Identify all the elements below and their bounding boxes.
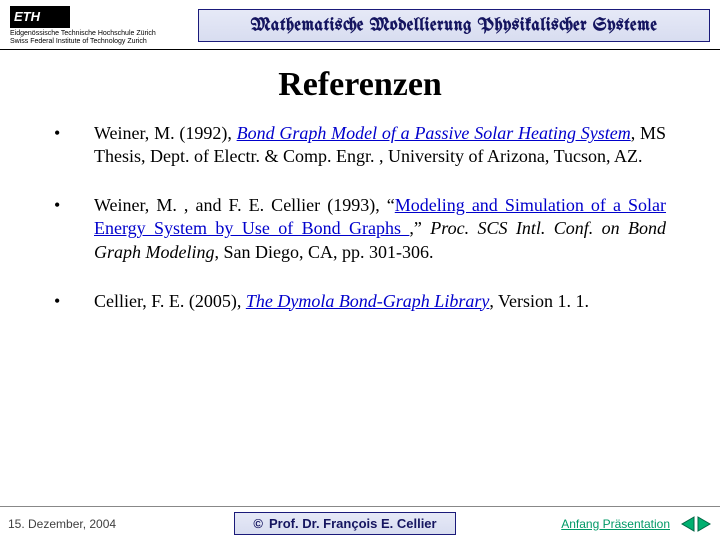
slide-title: Referenzen <box>0 66 720 104</box>
ref-post: ,” <box>409 218 430 238</box>
ref-post: , Version 1. 1. <box>489 291 589 311</box>
footer-date: 15. Dezember, 2004 <box>8 517 178 531</box>
reference-text: Cellier, F. E. (2005), The Dymola Bond-G… <box>94 290 666 313</box>
ref-pre: Weiner, M. (1992), <box>94 123 237 143</box>
eth-logo-block: ETH Eidgenössische Technische Hochschule… <box>10 6 180 45</box>
prev-arrow-icon[interactable] <box>680 515 696 533</box>
slide-header: ETH Eidgenössische Technische Hochschule… <box>0 0 720 50</box>
reference-item: • Weiner, M. , and F. E. Cellier (1993),… <box>54 194 666 263</box>
start-presentation-link[interactable]: Anfang Präsentation <box>561 517 670 531</box>
author-name: Prof. Dr. François E. Cellier <box>269 516 437 531</box>
ref-pre: Weiner, M. , and F. E. Cellier (1993), “ <box>94 195 395 215</box>
reference-item: • Cellier, F. E. (2005), The Dymola Bond… <box>54 290 666 313</box>
bullet-icon: • <box>54 194 94 263</box>
slide-footer: 15. Dezember, 2004 © Prof. Dr. François … <box>0 506 720 540</box>
reference-item: • Weiner, M. (1992), Bond Graph Model of… <box>54 122 666 168</box>
nav-arrows <box>680 515 712 533</box>
eth-subtext-2: Swiss Federal Institute of Technology Zu… <box>10 38 180 46</box>
ref-tail: , San Diego, CA, pp. 301-306. <box>215 242 434 262</box>
next-arrow-icon[interactable] <box>696 515 712 533</box>
eth-subtext-1: Eidgenössische Technische Hochschule Zür… <box>10 30 180 38</box>
footer-right: Anfang Präsentation <box>512 515 712 533</box>
bullet-icon: • <box>54 122 94 168</box>
eth-logo: ETH <box>10 6 70 28</box>
reference-text: Weiner, M. , and F. E. Cellier (1993), “… <box>94 194 666 263</box>
bullet-icon: • <box>54 290 94 313</box>
references-list: • Weiner, M. (1992), Bond Graph Model of… <box>0 122 720 312</box>
reference-link[interactable]: Bond Graph Model of a Passive Solar Heat… <box>237 123 631 143</box>
reference-link[interactable]: The Dymola Bond-Graph Library <box>246 291 490 311</box>
course-title: Mathematische Modellierung Physikalische… <box>198 9 710 42</box>
copyright-icon: © <box>253 516 263 531</box>
svg-text:ETH: ETH <box>14 9 41 24</box>
reference-text: Weiner, M. (1992), Bond Graph Model of a… <box>94 122 666 168</box>
author-box: © Prof. Dr. François E. Cellier <box>234 512 455 535</box>
ref-pre: Cellier, F. E. (2005), <box>94 291 246 311</box>
